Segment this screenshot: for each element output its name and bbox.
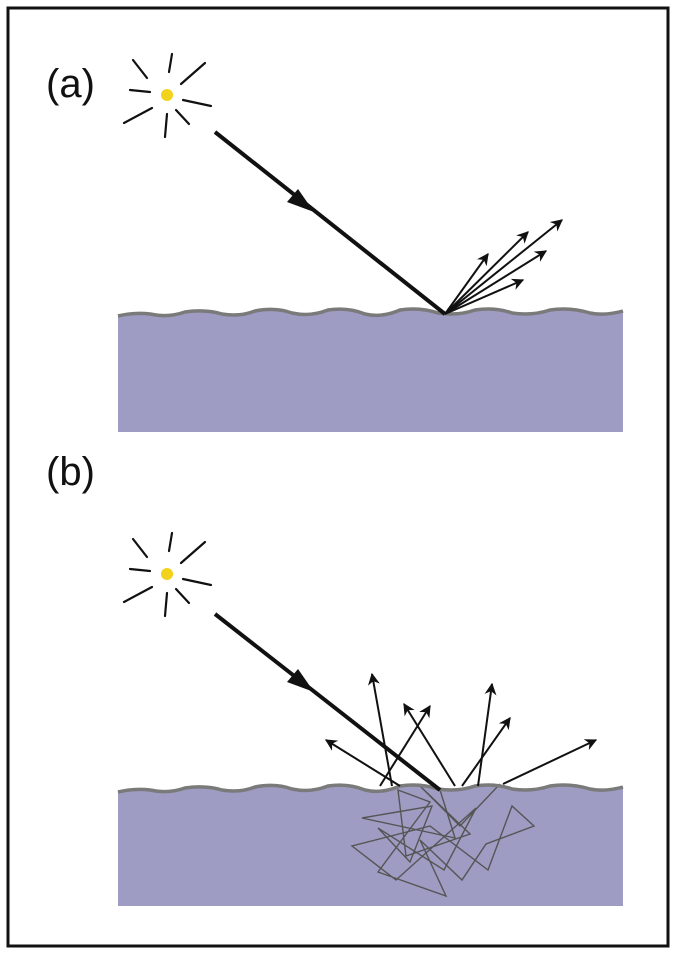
diffuse-ray-b-7 xyxy=(502,739,598,785)
sun-icon xyxy=(122,52,213,139)
panel-b: (b) xyxy=(46,450,624,906)
rough-surface-a xyxy=(117,307,624,318)
reflected-ray-a-5 xyxy=(444,278,525,315)
panel-a: (a) xyxy=(46,52,624,432)
diffuse-ray-b-1 xyxy=(324,739,401,787)
incident-ray-a xyxy=(213,130,447,316)
subsurface-scatter-path xyxy=(350,783,536,898)
reflected-ray-a-2 xyxy=(444,231,529,315)
material-block-a xyxy=(118,309,623,432)
reflected-rays-a xyxy=(444,219,563,315)
reflected-ray-a-4 xyxy=(444,250,548,315)
reflected-ray-a-3 xyxy=(444,219,563,315)
panel-a-label: (a) xyxy=(46,62,95,106)
diffuse-rays-b xyxy=(324,672,598,787)
incident-ray-b-arrow xyxy=(287,669,314,692)
figure-frame xyxy=(6,6,670,948)
panel-b-label: (b) xyxy=(46,450,95,494)
sun-icon xyxy=(122,531,213,618)
diffuse-ray-b-2 xyxy=(367,672,393,787)
diffuse-ray-b-3 xyxy=(403,702,456,787)
diffuse-ray-b-5 xyxy=(477,682,497,787)
rough-surface-b xyxy=(117,783,624,794)
diffuse-ray-b-6 xyxy=(461,717,511,787)
diffuse-ray-b-4 xyxy=(379,704,431,787)
material-block-b xyxy=(118,785,623,906)
incident-ray-b xyxy=(213,612,442,792)
reflected-ray-a-1 xyxy=(444,253,489,315)
incident-ray-a-arrow xyxy=(287,189,314,212)
